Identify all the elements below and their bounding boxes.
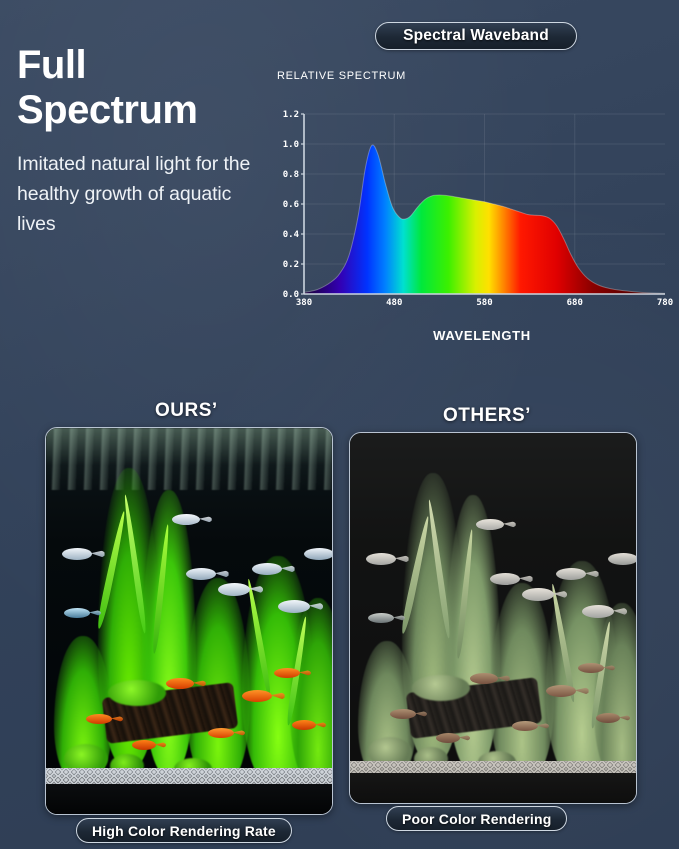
fish — [546, 685, 576, 697]
svg-text:580: 580 — [476, 298, 492, 308]
fish — [186, 568, 216, 580]
svg-text:1.0: 1.0 — [283, 140, 299, 150]
others-caption-badge: Poor Color Rendering — [386, 806, 568, 831]
page-title-line2: Spectrum — [17, 88, 198, 133]
chart-xaxis-label: WAVELENGTH — [433, 328, 531, 343]
svg-text:0.0: 0.0 — [283, 290, 299, 300]
fish — [132, 740, 156, 750]
spectral-waveband-badge: Spectral Waveband — [375, 22, 577, 50]
fish — [274, 668, 300, 678]
svg-text:0.4: 0.4 — [283, 230, 300, 240]
svg-text:0.8: 0.8 — [283, 170, 299, 180]
others-tank-contents — [350, 433, 636, 803]
others-aquarium-image — [349, 432, 637, 804]
fish — [522, 588, 554, 601]
fish — [278, 600, 310, 613]
fish — [64, 608, 90, 618]
spectrum-curve: 0.0 0.2 0.4 0.6 0.8 1.0 1.2 380 480 580 680 780 — [283, 110, 673, 308]
fish — [366, 553, 396, 565]
fish — [582, 605, 614, 618]
svg-text:480: 480 — [386, 298, 402, 308]
fish — [596, 713, 620, 723]
fish — [86, 714, 112, 724]
svg-text:1.2: 1.2 — [283, 110, 299, 120]
fish — [368, 613, 394, 623]
fish — [304, 548, 332, 560]
page-title: Full Spectrum — [17, 43, 267, 133]
page-title-line1: Full — [17, 43, 87, 87]
fish — [218, 583, 250, 596]
fish — [62, 548, 92, 560]
fish — [470, 673, 498, 684]
fish — [166, 678, 194, 689]
moss-ball — [412, 675, 470, 701]
fish — [578, 663, 604, 673]
fish — [490, 573, 520, 585]
chart-plot-area: 0.0 0.2 0.4 0.6 0.8 1.0 1.2 380 480 580 680 780 — [277, 104, 673, 320]
fish — [436, 733, 460, 743]
tank-substrate — [350, 773, 636, 803]
fish — [476, 519, 504, 530]
chart-title: RELATIVE SPECTRUM — [277, 70, 407, 82]
svg-text:0.2: 0.2 — [283, 260, 299, 270]
fish — [556, 568, 586, 580]
svg-text:680: 680 — [567, 298, 583, 308]
ours-caption-badge: High Color Rendering Rate — [76, 818, 292, 843]
svg-text:0.6: 0.6 — [283, 200, 299, 210]
fish — [172, 514, 200, 525]
tank-substrate — [46, 784, 332, 814]
fish — [390, 709, 416, 719]
svg-text:780: 780 — [657, 298, 673, 308]
fish — [252, 563, 282, 575]
page-subtitle: Imitated natural light for the healthy g… — [17, 153, 251, 235]
ours-aquarium-image — [45, 427, 333, 815]
fish — [608, 553, 636, 565]
water-surface-ripples — [46, 428, 332, 490]
svg-text:380: 380 — [296, 298, 312, 308]
headline-block: Full Spectrum Imitated natural light for… — [17, 43, 267, 239]
spectrum-chart-panel: RELATIVE SPECTRUM 0.0 0.2 0.4 0.6 0.8 1.0 1.2 3… — [277, 70, 673, 350]
others-label: OTHERS’ — [443, 405, 531, 426]
fish — [512, 721, 538, 731]
ours-tank-scene — [46, 428, 332, 814]
others-tank-scene — [350, 433, 636, 803]
fish — [208, 728, 234, 738]
ours-label: OURS’ — [155, 400, 218, 421]
fish — [242, 690, 272, 702]
moss-ball — [108, 680, 166, 706]
fish — [292, 720, 316, 730]
